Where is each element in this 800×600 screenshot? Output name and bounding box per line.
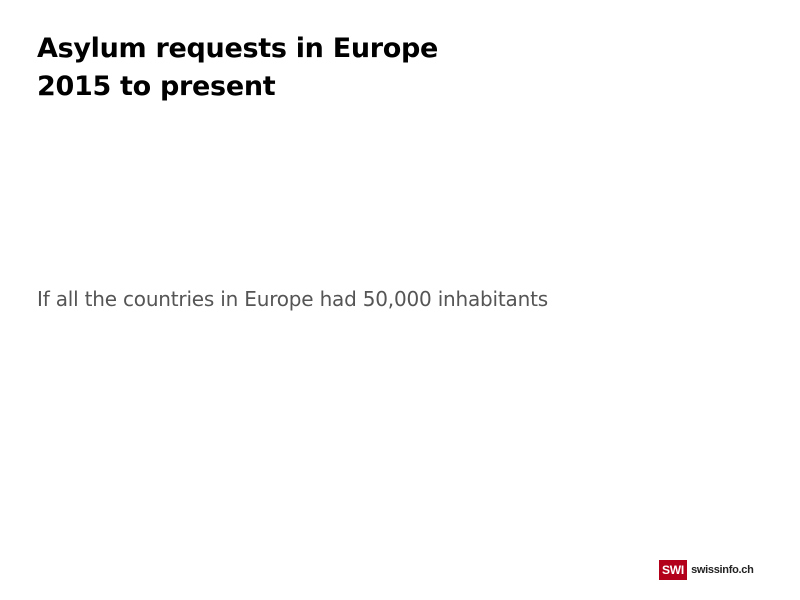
chart-title: Asylum requests in Europe 2015 to presen…	[37, 30, 438, 106]
swi-logo-mark: SWI	[659, 560, 688, 580]
swissinfo-logo: SWI swissinfo.ch	[659, 560, 754, 580]
chart-title-line-1: Asylum requests in Europe	[37, 33, 439, 64]
swissinfo-logo-text: swissinfo.ch	[691, 564, 754, 576]
chart-title-line-2: 2015 to present	[37, 71, 276, 102]
chart-subtitle: If all the countries in Europe had 50,00…	[37, 287, 548, 311]
